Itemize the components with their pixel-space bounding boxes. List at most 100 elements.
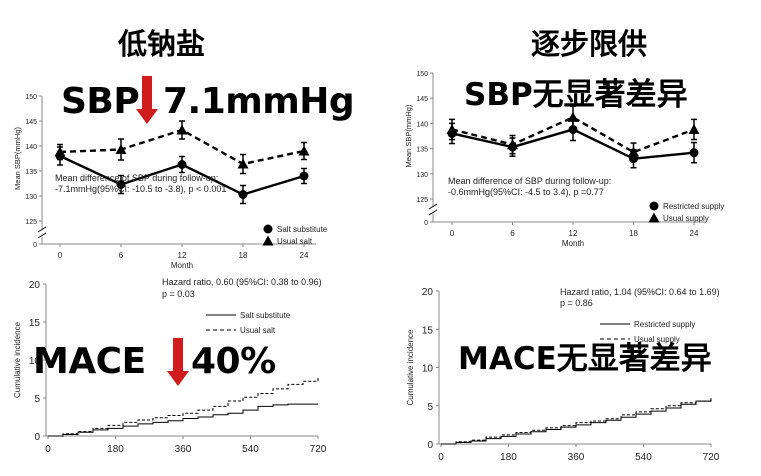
sbp-right-y-tick-label: 150 <box>416 71 428 78</box>
sbp-right-x-tick-label: 6 <box>510 229 515 238</box>
sbp-right-point <box>507 139 518 150</box>
hr-right-note-2: p = 0.86 <box>560 298 593 308</box>
mace-right-label: MACE无显著差异 <box>458 341 712 377</box>
down-arrow-icon <box>167 338 189 386</box>
left-header: 低钠盐 <box>118 27 206 61</box>
mace-right-y-tick-label: 5 <box>427 402 433 413</box>
sbp-left-point <box>116 180 126 189</box>
sbp-right-y-tick-label: 135 <box>416 147 428 154</box>
mace-right-legend-label: Usual supply <box>634 335 680 344</box>
sbp-left-point <box>177 160 187 169</box>
mace-right-x-tick-label: 180 <box>500 452 517 463</box>
sbp-right-point <box>628 146 639 157</box>
down-arrow-icon-shaft <box>142 76 152 110</box>
mace-left-x-tick-label: 540 <box>242 444 259 455</box>
sbp-left-point <box>176 124 188 135</box>
sbp-right-x-label: Month <box>562 239 584 248</box>
sbp-right-point <box>567 111 579 122</box>
sbp-left-y-tick-label: 0 <box>33 242 37 249</box>
mace-left-legend-label: Usual salt <box>240 326 276 335</box>
sbp-left-value: 7.1mmHg <box>163 81 355 122</box>
sbp-right-x-tick-label: 24 <box>690 229 699 238</box>
mace-right-y-tick-label: 10 <box>422 364 434 375</box>
mace-left-y-tick-label: 15 <box>29 318 41 329</box>
mace-right-series-2-curve <box>441 400 712 445</box>
mace-left-x-tick-label: 360 <box>175 444 192 455</box>
sbp-left-point <box>54 146 66 157</box>
hr-right-note-1: Hazard ratio, 1.04 (95%CI: 0.64 to 1.69) <box>560 287 720 297</box>
hr-left-note-2: p = 0.03 <box>162 289 195 299</box>
mace-left-value: 40% <box>191 341 276 382</box>
sbp-left-point <box>299 171 309 181</box>
mace-left-legend-label: Salt substitute <box>240 311 291 320</box>
sbp-left-x-tick-label: 24 <box>300 251 309 260</box>
sbp-right-y-tick-label: 125 <box>416 197 428 204</box>
sbp-right-y-tick-label: 140 <box>416 121 428 128</box>
sbp-right-label: SBP无显著差异 <box>464 77 688 113</box>
sbp-right-legend-marker <box>649 201 659 211</box>
sbp-right-legend-label: Usual supply <box>663 214 709 223</box>
sbp-right-point <box>568 124 578 134</box>
sbp-left-y-tick-label: 145 <box>25 119 37 126</box>
mace-right-y-label: Cumulative incidence <box>406 329 415 406</box>
mace-right-x-tick-label: 540 <box>635 452 652 463</box>
sbp-right-x-tick-label: 18 <box>629 229 638 238</box>
sbp-left-y-label: Mean SBP(mmHg) <box>13 127 22 190</box>
sbp-right-y-tick-label: 0 <box>424 220 428 227</box>
sbp-left-legend-marker <box>262 235 274 246</box>
sbp-right-y-label: Mean SBP(mmHg) <box>404 104 413 167</box>
sbp-left-x-tick-label: 6 <box>119 251 124 260</box>
mace-right-y-tick-label: 15 <box>422 325 434 336</box>
sbp-left-label: SBP <box>61 81 140 122</box>
sbp-left-x-tick-label: 0 <box>58 251 63 260</box>
mace-left-x-tick-label: 0 <box>45 444 51 455</box>
sbp-right-x-tick-label: 12 <box>569 229 578 238</box>
sbp-left-y-tick-label: 125 <box>25 219 37 226</box>
sbp-left-legend-label: Usual salt <box>277 237 313 246</box>
sbp-left-point <box>237 158 249 169</box>
hr-left-note-1: Hazard ratio, 0.60 (95%CI: 0.38 to 0.96) <box>162 277 322 287</box>
sbp-right-legend-label: Restricted supply <box>663 202 724 211</box>
sbp-left-point <box>238 190 248 199</box>
sbp-right-point <box>446 123 458 134</box>
mace-left-y-tick-label: 20 <box>29 280 41 291</box>
mace-left-x-tick-label: 180 <box>107 444 124 455</box>
mace-left-label: MACE <box>33 341 146 382</box>
sbp-left-y-tick-label: 130 <box>25 194 37 201</box>
down-arrow-icon-shaft <box>173 338 183 372</box>
sbp-left-x-label: Month <box>171 261 193 270</box>
mace-right-x-tick-label: 0 <box>438 452 444 463</box>
sbp-right-point <box>688 123 700 134</box>
sbp-left-y-tick-label: 135 <box>25 169 37 176</box>
sbp-left-x-tick-label: 18 <box>239 251 248 260</box>
mace-right-x-tick-label: 720 <box>703 452 720 463</box>
sbp-left-axis-break <box>37 226 47 239</box>
sbp-left-note-1: Mean difference of SBP during follow-up: <box>55 173 219 183</box>
sbp-right-x-tick-label: 0 <box>450 229 455 238</box>
mace-left-y-label: Cumulative incidence <box>13 321 22 398</box>
sbp-right-point <box>689 148 699 158</box>
mace-left-series-2-curve <box>48 377 319 437</box>
sbp-left-x-tick-label: 12 <box>178 251 187 260</box>
mace-left-y-tick-label: 5 <box>34 394 40 405</box>
sbp-right-y-tick-label: 130 <box>416 172 428 179</box>
sbp-left-y-tick-label: 140 <box>25 144 37 151</box>
right-header: 逐步限供 <box>531 27 648 61</box>
mace-right-series-1-curve <box>441 398 712 445</box>
mace-left-y-tick-label: 10 <box>29 356 41 367</box>
sbp-left-legend-marker <box>263 224 273 234</box>
sbp-right-y-tick-label: 145 <box>416 96 428 103</box>
mace-right-x-tick-label: 360 <box>568 452 585 463</box>
down-arrow-icon <box>136 76 158 124</box>
down-arrow-icon-head <box>136 109 158 124</box>
sbp-right-note-1: Mean difference of SBP during follow-up: <box>448 176 612 186</box>
sbp-right-series-2-line <box>451 116 695 154</box>
sbp-left-y-tick-label: 150 <box>25 94 37 101</box>
sbp-left-point <box>298 145 310 156</box>
down-arrow-icon-head <box>167 371 189 386</box>
sbp-right-legend-marker <box>648 212 660 223</box>
sbp-left-legend-label: Salt substitute <box>277 225 328 234</box>
sbp-left-note-2: -7.1mmHg(95%CI: -10.5 to -3.8), p < 0.00… <box>55 184 227 194</box>
mace-right-y-tick-label: 20 <box>422 287 434 298</box>
